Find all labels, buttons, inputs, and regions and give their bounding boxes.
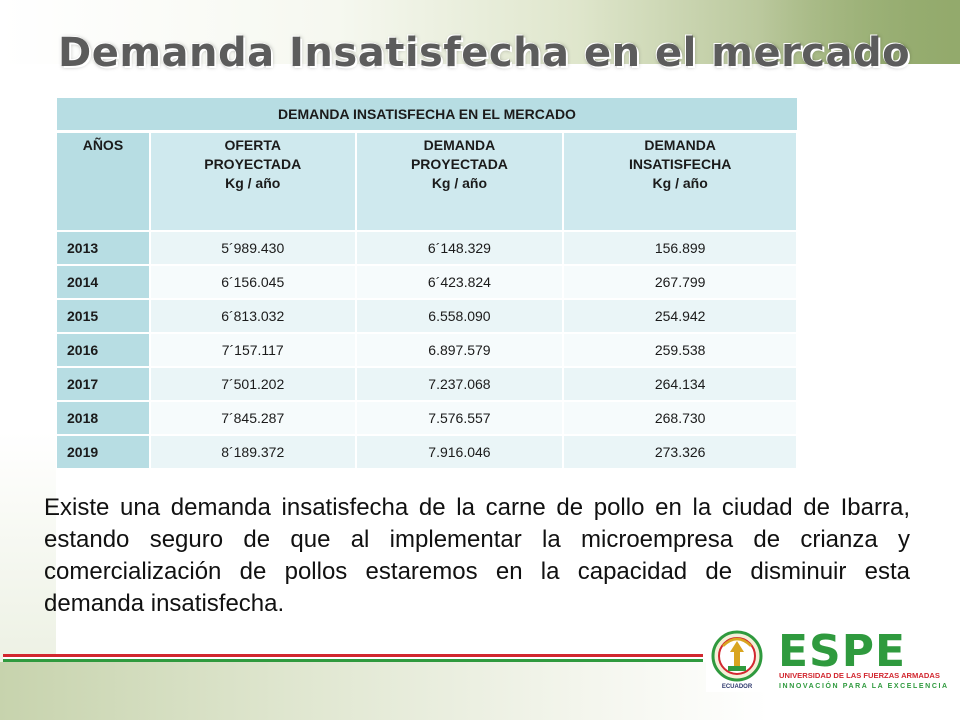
table-row: 2016 7´157.117 6.897.579 259.538 [57,333,798,368]
left-gradient [0,0,56,720]
header-demanda: DEMANDA PROYECTADA Kg / año [355,131,565,232]
demanda-cell: 6.897.579 [355,333,565,368]
espe-logo-graphic: ECUADOR ESPE UNIVERSIDAD DE LAS FUERZAS … [711,626,949,690]
espe-logo: ECUADOR ESPE UNIVERSIDAD DE LAS FUERZAS … [706,622,952,692]
insatisfecha-cell: 254.942 [563,299,798,334]
table-row: 2013 5´989.430 6´148.329 156.899 [57,231,798,266]
table-row: 2015 6´813.032 6.558.090 254.942 [57,299,798,334]
oferta-cell: 7´157.117 [149,333,357,368]
summary-paragraph: Existe una demanda insatisfecha de la ca… [44,494,910,617]
footer-stripe-white [3,657,703,659]
table-row: 2019 8´189.372 7.916.046 273.326 [57,435,798,470]
header-years: AÑOS [57,131,151,232]
insatisfecha-cell: 156.899 [563,231,798,266]
insatisfecha-cell: 268.730 [563,401,798,436]
year-cell: 2014 [57,265,151,300]
logo-line1: UNIVERSIDAD DE LAS FUERZAS ARMADAS [779,671,940,680]
insatisfecha-cell: 267.799 [563,265,798,300]
oferta-cell: 7´845.287 [149,401,357,436]
table-header-row: AÑOS OFERTA PROYECTADA Kg / año DEMANDA PRO… [57,131,798,232]
demanda-cell: 7.237.068 [355,367,565,402]
logo-line2: INNOVACIÓN PARA LA EXCELENCIA [779,681,949,690]
insatisfecha-cell: 259.538 [563,333,798,368]
seal-icon [711,630,763,682]
oferta-cell: 5´989.430 [149,231,357,266]
year-cell: 2018 [57,401,151,436]
header-insatisfecha: DEMANDA INSATISFECHA Kg / año [563,131,798,232]
table-row: 2017 7´501.202 7.237.068 264.134 [57,367,798,402]
year-cell: 2019 [57,435,151,470]
table-row: 2014 6´156.045 6´423.824 267.799 [57,265,798,300]
header-oferta: OFERTA PROYECTADA Kg / año [149,131,357,232]
footer-stripe-red [3,654,703,657]
year-cell: 2016 [57,333,151,368]
demanda-cell: 6´423.824 [355,265,565,300]
insatisfecha-cell: 273.326 [563,435,798,470]
year-cell: 2013 [57,231,151,266]
oferta-cell: 6´813.032 [149,299,357,334]
demanda-cell: 7.916.046 [355,435,565,470]
year-cell: 2017 [57,367,151,402]
espe-wordmark: ESPE [778,626,906,677]
demand-table: DEMANDA INSATISFECHA EN EL MERCADO AÑOS … [57,98,798,470]
seal-text: ECUADOR [722,684,753,690]
oferta-cell: 6´156.045 [149,265,357,300]
footer-stripe-green [3,659,703,662]
table-caption-row: DEMANDA INSATISFECHA EN EL MERCADO [57,98,797,133]
oferta-cell: 8´189.372 [149,435,357,470]
top-band-accent [760,0,960,64]
oferta-cell: 7´501.202 [149,367,357,402]
table-row: 2018 7´845.287 7.576.557 268.730 [57,401,798,436]
slide-title: Demanda Insatisfecha en el mercado [58,30,911,76]
insatisfecha-cell: 264.134 [563,367,798,402]
demanda-cell: 6.558.090 [355,299,565,334]
table-caption: DEMANDA INSATISFECHA EN EL MERCADO [57,98,797,133]
demanda-cell: 6´148.329 [355,231,565,266]
demanda-cell: 7.576.557 [355,401,565,436]
year-cell: 2015 [57,299,151,334]
